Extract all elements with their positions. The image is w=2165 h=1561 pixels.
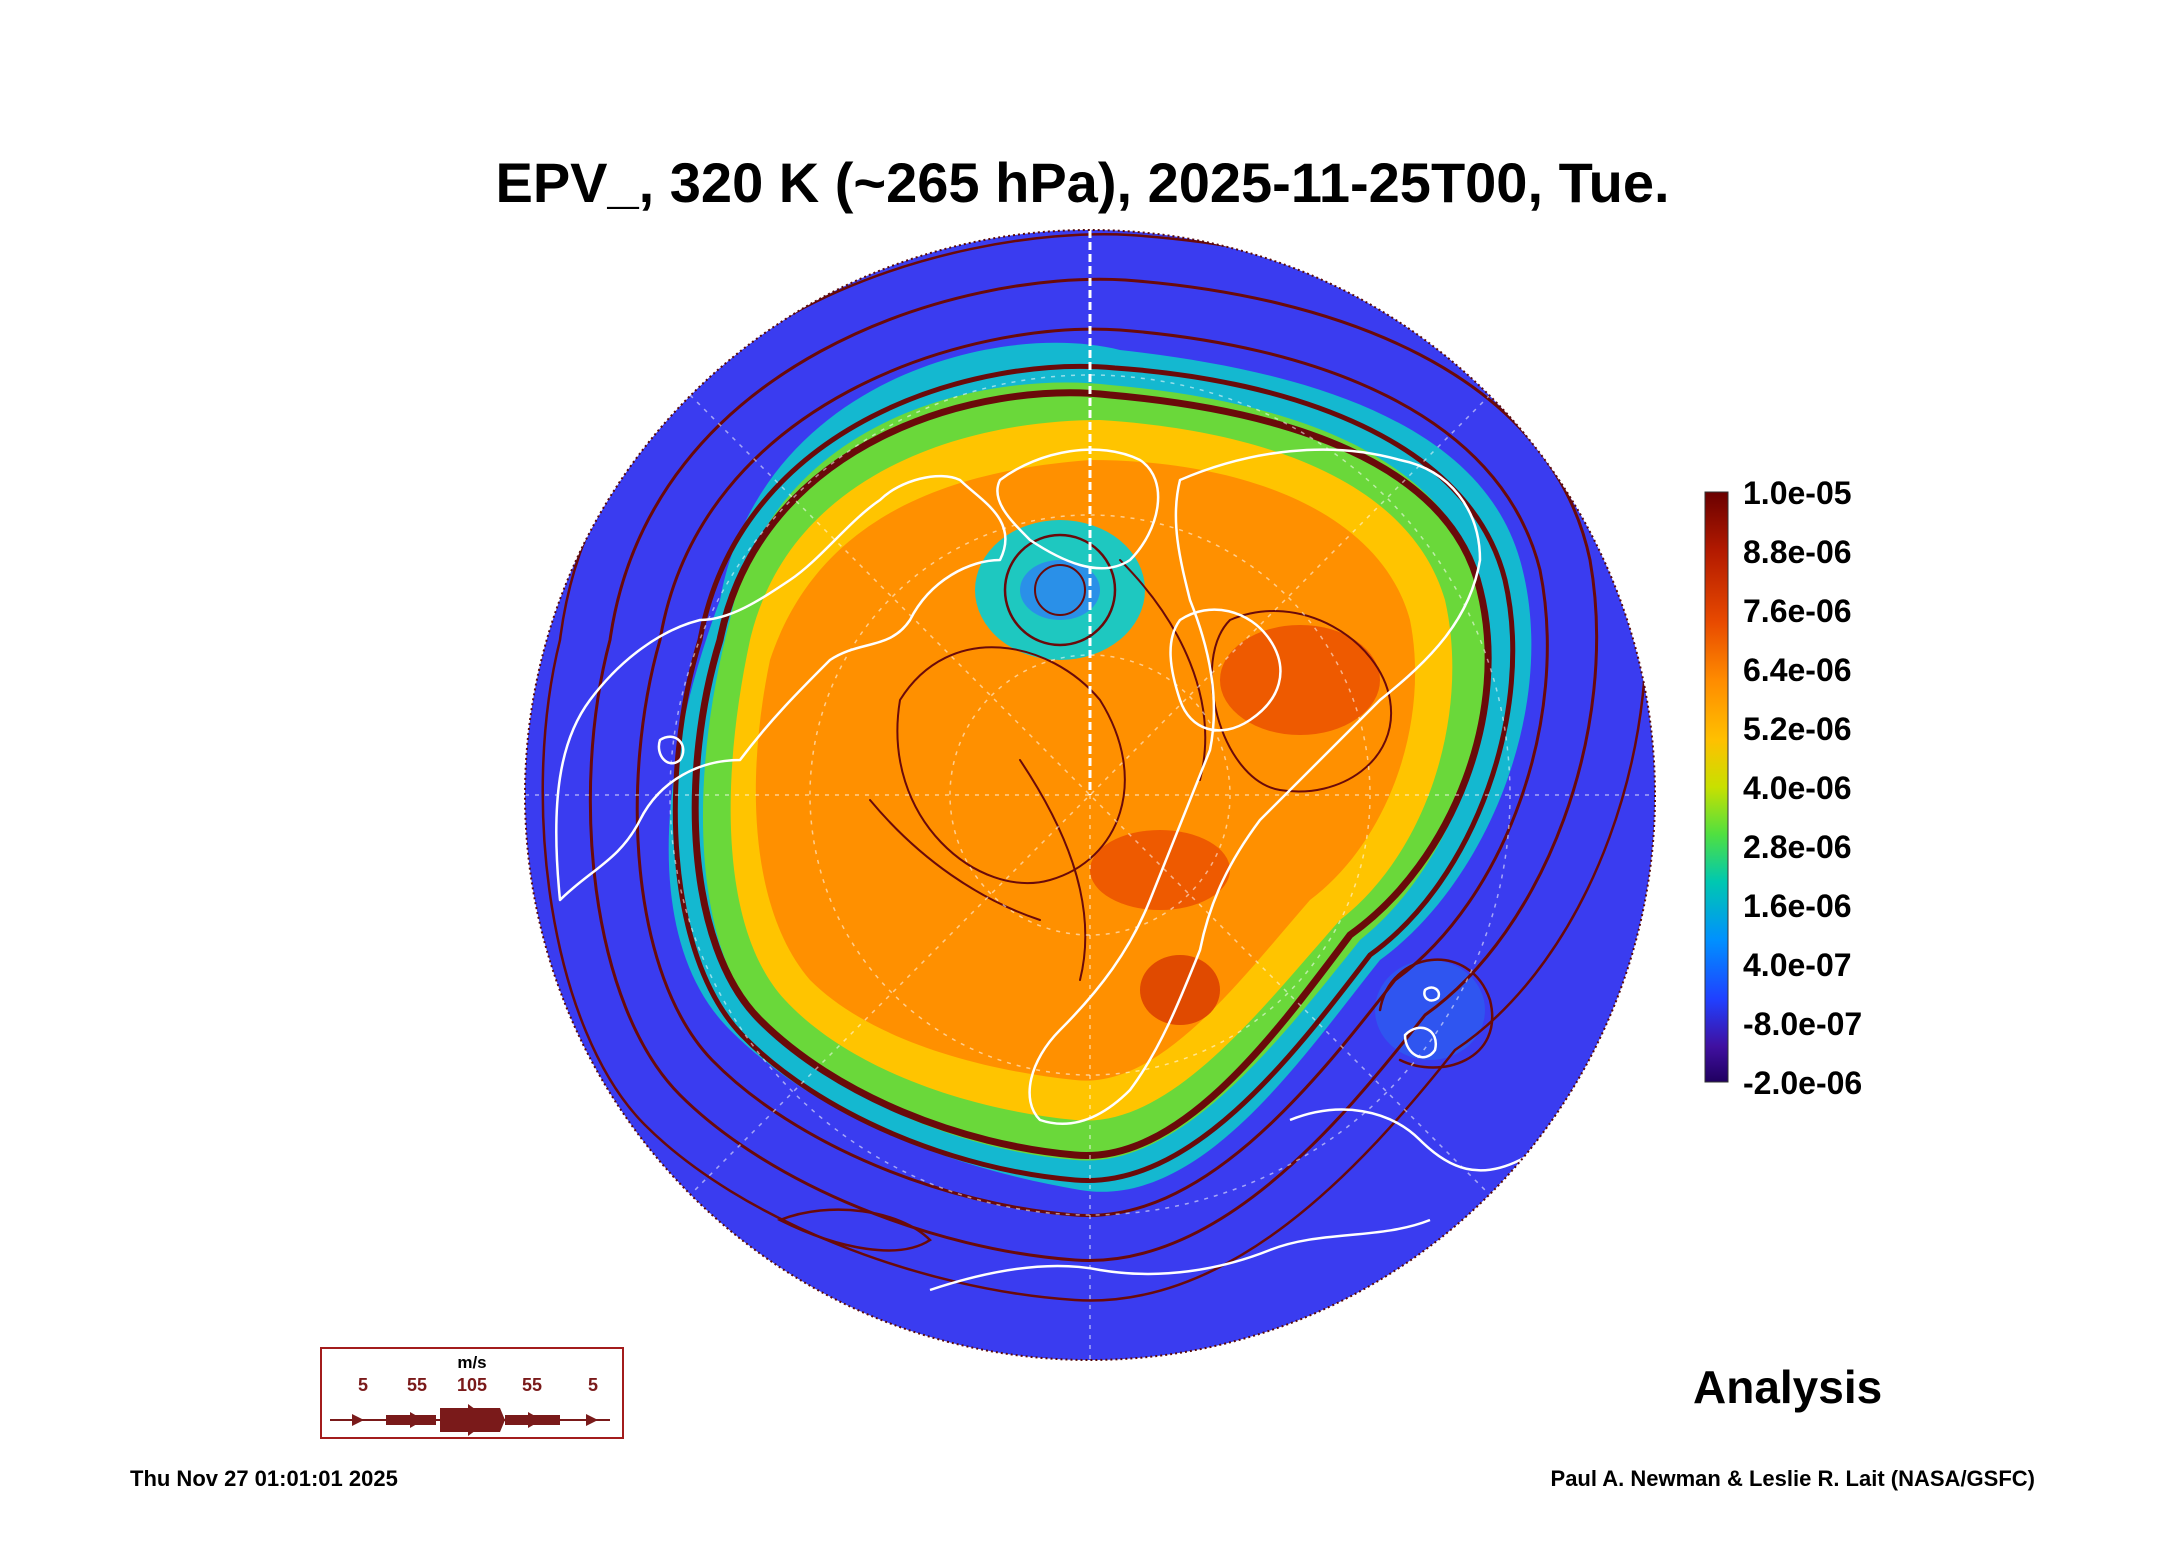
wind-arrow-55 (410, 1412, 424, 1428)
coastline-europe (1169, 608, 1282, 732)
colorbar-label: 1.0e-05 (1743, 475, 1852, 511)
wind-legend-value: 5 (588, 1375, 599, 1395)
pv-low-blue (1020, 560, 1100, 620)
streamline (1378, 958, 1494, 1069)
streamline (869, 559, 1207, 981)
streamline (776, 1208, 932, 1252)
wind-arrow-105-head (468, 1404, 490, 1436)
coastline-north-america (555, 474, 1007, 902)
latitude-circle (809, 514, 1371, 1076)
coastline-eurasia (1028, 448, 1482, 1125)
wind-speed-legend: m/s 5 55 105 55 5 (320, 1347, 624, 1439)
colorbar-label: 6.4e-06 (1743, 652, 1852, 688)
colorbar-label: 7.6e-06 (1743, 593, 1852, 629)
colorbar-label: 8.8e-06 (1743, 534, 1852, 570)
coastlines (555, 448, 1612, 1292)
timestamp: Thu Nov 27 01:01:01 2025 (130, 1466, 398, 1491)
streamlines (541, 233, 1648, 1302)
streamline (635, 327, 1549, 1217)
credit: Paul A. Newman & Leslie R. Lait (NASA/GS… (1550, 1466, 2035, 1491)
wind-arrow-5 (586, 1414, 598, 1426)
streamline (1034, 564, 1086, 616)
coastline-south (929, 1218, 1431, 1292)
pv-patch-red (1090, 830, 1230, 910)
wind-legend-glyph (330, 1404, 610, 1436)
map-border (524, 229, 1656, 1361)
colorbar-label: -2.0e-06 (1743, 1065, 1863, 1101)
streamline (588, 277, 1599, 1262)
coastline-islands (657, 735, 1441, 1059)
wind-arrow-5 (352, 1414, 364, 1426)
wind-legend-value: 5 (358, 1375, 369, 1395)
graticule (525, 374, 1655, 1360)
streamline (541, 233, 1648, 1302)
plot-title: EPV_, 320 K (~265 hPa), 2025-11-25T00, T… (495, 151, 1670, 214)
wind-arrow-55 (528, 1412, 542, 1428)
coastline-greenland (996, 448, 1160, 570)
streamline (896, 646, 1126, 885)
wind-legend-units: m/s (457, 1353, 487, 1372)
wind-legend-value: 105 (457, 1375, 488, 1395)
colorbar-label: 2.8e-06 (1743, 829, 1852, 865)
analysis-label: Analysis (1693, 1361, 1883, 1413)
latitude-circle (669, 374, 1511, 1216)
meridian (689, 394, 1491, 1196)
streamline (1003, 533, 1117, 647)
jet-streamline (672, 363, 1516, 1183)
latitude-circle (949, 654, 1231, 936)
jet-streamline (691, 389, 1492, 1159)
colorbar-label: -8.0e-07 (1743, 1006, 1863, 1042)
pv-patch-red (1140, 955, 1220, 1025)
meridian (689, 394, 1491, 1196)
colorbar-label: 4.0e-07 (1743, 947, 1852, 983)
colorbar (1704, 491, 1729, 1083)
colorbar-label: 1.6e-06 (1743, 888, 1852, 924)
colorbar-label: 4.0e-06 (1743, 770, 1852, 806)
colorbar-label: 5.2e-06 (1743, 711, 1852, 747)
wind-legend-value: 55 (407, 1375, 428, 1395)
wind-legend-value: 55 (522, 1375, 543, 1395)
streamline (1210, 610, 1393, 793)
pv-core-orange (755, 460, 1416, 1081)
pv-patch-red (1220, 625, 1380, 735)
